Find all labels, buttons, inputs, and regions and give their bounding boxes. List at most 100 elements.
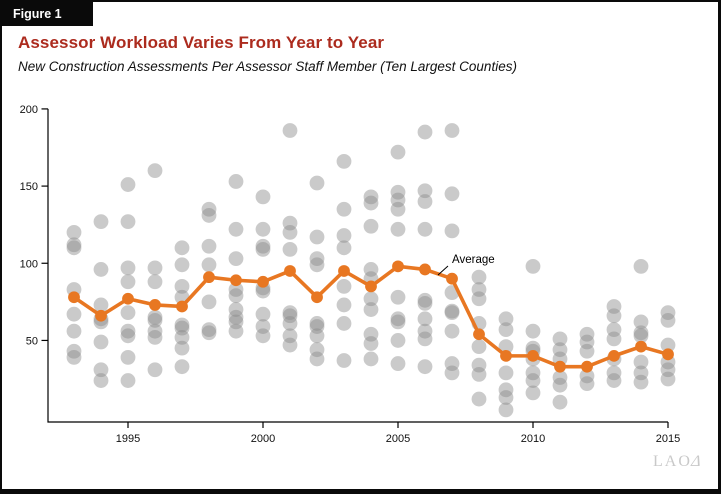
average-point [122, 292, 134, 305]
county-dot [66, 237, 82, 253]
county-dot [417, 183, 433, 199]
county-dot [417, 323, 433, 339]
figure-title: Assessor Workload Varies From Year to Ye… [18, 33, 385, 52]
average-point [473, 328, 485, 341]
county-dot [633, 365, 649, 381]
county-dot [525, 373, 541, 388]
county-dot [147, 362, 163, 378]
average-point [230, 274, 242, 287]
county-dot [579, 326, 595, 342]
county-dot [633, 328, 649, 344]
county-dot [579, 368, 595, 384]
county-dot [444, 305, 460, 321]
average-callout-label: Average [452, 254, 495, 266]
average-point [257, 275, 269, 288]
county-dot [282, 337, 298, 353]
county-dot [471, 339, 487, 355]
county-dot [309, 342, 325, 358]
county-dot [417, 359, 433, 375]
county-dot [471, 391, 487, 407]
average-point [635, 340, 647, 353]
county-dot [120, 373, 136, 388]
county-dot [93, 262, 109, 277]
county-dot [147, 329, 163, 345]
county-dot [498, 365, 514, 381]
county-dot [363, 336, 379, 351]
x-tick-label: 2000 [251, 433, 275, 445]
county-dot [309, 257, 325, 273]
average-callout-line [437, 265, 449, 276]
county-dot [228, 221, 244, 237]
county-dot [390, 311, 406, 327]
county-dot [66, 240, 82, 256]
average-point [311, 291, 323, 304]
county-dot [282, 215, 298, 231]
average-point [149, 299, 161, 311]
county-dot [417, 311, 433, 327]
county-dot [660, 305, 676, 321]
county-dot [390, 314, 406, 330]
county-dot [228, 282, 244, 297]
county-dot [444, 123, 460, 138]
county-dot [174, 340, 190, 356]
county-dot [336, 279, 352, 294]
county-dot [120, 305, 136, 321]
county-dot [147, 274, 163, 290]
county-dot [120, 177, 136, 192]
county-dot [201, 322, 217, 338]
county-dot [390, 333, 406, 348]
x-tick-label: 1995 [116, 433, 140, 445]
county-dot [174, 320, 190, 336]
county-dot [633, 325, 649, 341]
county-dot [390, 144, 406, 160]
county-dot [201, 325, 217, 341]
x-tick-label: 2005 [386, 433, 410, 445]
county-dot [174, 257, 190, 273]
county-dot [498, 322, 514, 338]
county-dot [390, 192, 406, 208]
county-dot [228, 309, 244, 325]
county-dot [228, 314, 244, 330]
county-dot [444, 365, 460, 381]
county-dot [201, 257, 217, 273]
county-dot [66, 323, 82, 339]
x-tick-label: 2015 [656, 433, 680, 445]
county-dot [93, 297, 109, 313]
county-dot [417, 221, 433, 237]
average-point [95, 309, 107, 322]
county-dot [228, 288, 244, 304]
county-dot [255, 319, 271, 334]
county-dot [255, 328, 271, 344]
county-dot [309, 251, 325, 267]
county-dot [552, 342, 568, 358]
county-dot [120, 350, 136, 365]
average-point [419, 263, 431, 276]
county-dot [363, 326, 379, 342]
figure-number-tab: Figure 1 [2, 2, 93, 26]
county-dot [228, 323, 244, 339]
county-dot [660, 337, 676, 353]
county-dot [417, 124, 433, 140]
county-dot [498, 402, 514, 418]
county-dot [336, 201, 352, 217]
county-dot [201, 238, 217, 254]
county-dot [363, 351, 379, 367]
county-dot [336, 353, 352, 368]
county-dot [444, 303, 460, 319]
county-dot [228, 302, 244, 317]
county-dot [282, 316, 298, 331]
county-dot [282, 305, 298, 321]
county-dot [444, 356, 460, 371]
average-point [392, 260, 404, 273]
county-dot [282, 224, 298, 240]
county-dot [606, 331, 622, 347]
county-dot [660, 362, 676, 378]
average-point [68, 291, 80, 304]
county-dot [174, 279, 190, 294]
average-point [500, 349, 512, 362]
county-dot [525, 385, 541, 401]
county-dot [174, 317, 190, 333]
county-dot [147, 312, 163, 328]
county-dot [444, 323, 460, 339]
